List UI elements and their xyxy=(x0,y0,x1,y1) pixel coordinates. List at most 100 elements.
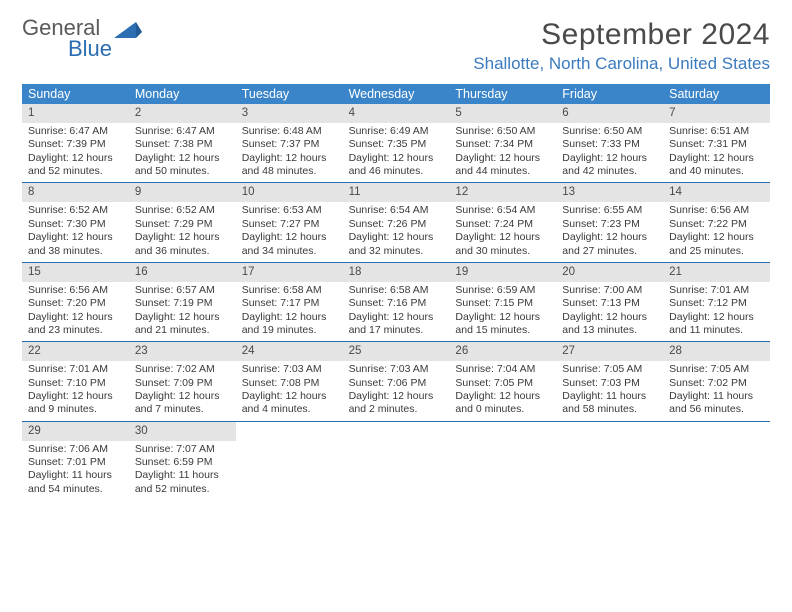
sunrise-line: Sunrise: 7:01 AM xyxy=(669,284,764,297)
day-number: 1 xyxy=(22,104,129,123)
day-body: Sunrise: 7:01 AMSunset: 7:12 PMDaylight:… xyxy=(663,282,770,342)
sunset-line: Sunset: 6:59 PM xyxy=(135,456,230,469)
daylight-line: Daylight: 11 hours and 52 minutes. xyxy=(135,469,230,496)
day-header-saturday: Saturday xyxy=(663,84,770,104)
daylight-line: Daylight: 12 hours and 13 minutes. xyxy=(562,311,657,338)
day-body: Sunrise: 7:03 AMSunset: 7:06 PMDaylight:… xyxy=(343,361,450,421)
sunrise-line: Sunrise: 6:57 AM xyxy=(135,284,230,297)
sunset-line: Sunset: 7:39 PM xyxy=(28,138,123,151)
day-number: 7 xyxy=(663,104,770,123)
sunrise-line: Sunrise: 6:51 AM xyxy=(669,125,764,138)
sunset-line: Sunset: 7:37 PM xyxy=(242,138,337,151)
sunset-line: Sunset: 7:23 PM xyxy=(562,218,657,231)
daylight-line: Daylight: 12 hours and 34 minutes. xyxy=(242,231,337,258)
sunrise-line: Sunrise: 6:49 AM xyxy=(349,125,444,138)
day-number: 19 xyxy=(449,263,556,282)
daylight-line: Daylight: 12 hours and 11 minutes. xyxy=(669,311,764,338)
sunset-line: Sunset: 7:24 PM xyxy=(455,218,550,231)
day-number: 21 xyxy=(663,263,770,282)
day-cell: 6Sunrise: 6:50 AMSunset: 7:33 PMDaylight… xyxy=(556,104,663,182)
day-body: Sunrise: 7:06 AMSunset: 7:01 PMDaylight:… xyxy=(22,441,129,501)
day-cell: 15Sunrise: 6:56 AMSunset: 7:20 PMDayligh… xyxy=(22,263,129,341)
sunrise-line: Sunrise: 6:52 AM xyxy=(28,204,123,217)
sunset-line: Sunset: 7:08 PM xyxy=(242,377,337,390)
day-body: Sunrise: 7:05 AMSunset: 7:03 PMDaylight:… xyxy=(556,361,663,421)
day-body: Sunrise: 6:58 AMSunset: 7:17 PMDaylight:… xyxy=(236,282,343,342)
sunset-line: Sunset: 7:31 PM xyxy=(669,138,764,151)
sunrise-line: Sunrise: 7:04 AM xyxy=(455,363,550,376)
day-body: Sunrise: 7:07 AMSunset: 6:59 PMDaylight:… xyxy=(129,441,236,501)
day-cell xyxy=(663,422,770,500)
sunset-line: Sunset: 7:20 PM xyxy=(28,297,123,310)
day-body: Sunrise: 6:50 AMSunset: 7:33 PMDaylight:… xyxy=(556,123,663,183)
day-body: Sunrise: 7:02 AMSunset: 7:09 PMDaylight:… xyxy=(129,361,236,421)
day-body: Sunrise: 7:01 AMSunset: 7:10 PMDaylight:… xyxy=(22,361,129,421)
day-body: Sunrise: 7:03 AMSunset: 7:08 PMDaylight:… xyxy=(236,361,343,421)
day-cell: 11Sunrise: 6:54 AMSunset: 7:26 PMDayligh… xyxy=(343,183,450,261)
day-body: Sunrise: 6:55 AMSunset: 7:23 PMDaylight:… xyxy=(556,202,663,262)
sunrise-line: Sunrise: 6:52 AM xyxy=(135,204,230,217)
day-cell: 5Sunrise: 6:50 AMSunset: 7:34 PMDaylight… xyxy=(449,104,556,182)
logo-triangle-icon xyxy=(114,20,142,42)
sunrise-line: Sunrise: 6:53 AM xyxy=(242,204,337,217)
sunrise-line: Sunrise: 7:01 AM xyxy=(28,363,123,376)
day-number: 4 xyxy=(343,104,450,123)
day-number: 13 xyxy=(556,183,663,202)
day-body: Sunrise: 6:48 AMSunset: 7:37 PMDaylight:… xyxy=(236,123,343,183)
day-body: Sunrise: 6:47 AMSunset: 7:38 PMDaylight:… xyxy=(129,123,236,183)
sunrise-line: Sunrise: 6:59 AM xyxy=(455,284,550,297)
day-body: Sunrise: 6:57 AMSunset: 7:19 PMDaylight:… xyxy=(129,282,236,342)
sunset-line: Sunset: 7:01 PM xyxy=(28,456,123,469)
day-body: Sunrise: 6:51 AMSunset: 7:31 PMDaylight:… xyxy=(663,123,770,183)
day-number: 24 xyxy=(236,342,343,361)
daylight-line: Daylight: 12 hours and 15 minutes. xyxy=(455,311,550,338)
daylight-line: Daylight: 12 hours and 21 minutes. xyxy=(135,311,230,338)
day-body: Sunrise: 6:50 AMSunset: 7:34 PMDaylight:… xyxy=(449,123,556,183)
day-number: 5 xyxy=(449,104,556,123)
day-cell: 14Sunrise: 6:56 AMSunset: 7:22 PMDayligh… xyxy=(663,183,770,261)
day-number: 9 xyxy=(129,183,236,202)
daylight-line: Daylight: 12 hours and 46 minutes. xyxy=(349,152,444,179)
daylight-line: Daylight: 11 hours and 54 minutes. xyxy=(28,469,123,496)
day-number: 11 xyxy=(343,183,450,202)
day-cell xyxy=(449,422,556,500)
daylight-line: Daylight: 12 hours and 50 minutes. xyxy=(135,152,230,179)
week-row: 1Sunrise: 6:47 AMSunset: 7:39 PMDaylight… xyxy=(22,104,770,183)
day-number: 23 xyxy=(129,342,236,361)
day-header-thursday: Thursday xyxy=(449,84,556,104)
sunrise-line: Sunrise: 7:03 AM xyxy=(242,363,337,376)
sunset-line: Sunset: 7:12 PM xyxy=(669,297,764,310)
daylight-line: Daylight: 12 hours and 42 minutes. xyxy=(562,152,657,179)
sunrise-line: Sunrise: 6:50 AM xyxy=(562,125,657,138)
day-number: 25 xyxy=(343,342,450,361)
day-number: 6 xyxy=(556,104,663,123)
day-body: Sunrise: 6:52 AMSunset: 7:30 PMDaylight:… xyxy=(22,202,129,262)
day-number: 3 xyxy=(236,104,343,123)
day-cell: 18Sunrise: 6:58 AMSunset: 7:16 PMDayligh… xyxy=(343,263,450,341)
day-body: Sunrise: 7:00 AMSunset: 7:13 PMDaylight:… xyxy=(556,282,663,342)
sunrise-line: Sunrise: 6:58 AM xyxy=(349,284,444,297)
sunset-line: Sunset: 7:19 PM xyxy=(135,297,230,310)
day-cell: 27Sunrise: 7:05 AMSunset: 7:03 PMDayligh… xyxy=(556,342,663,420)
sunrise-line: Sunrise: 7:05 AM xyxy=(669,363,764,376)
logo: General Blue xyxy=(22,18,142,60)
day-cell: 20Sunrise: 7:00 AMSunset: 7:13 PMDayligh… xyxy=(556,263,663,341)
day-cell: 10Sunrise: 6:53 AMSunset: 7:27 PMDayligh… xyxy=(236,183,343,261)
daylight-line: Daylight: 12 hours and 48 minutes. xyxy=(242,152,337,179)
day-body: Sunrise: 6:56 AMSunset: 7:20 PMDaylight:… xyxy=(22,282,129,342)
day-cell: 9Sunrise: 6:52 AMSunset: 7:29 PMDaylight… xyxy=(129,183,236,261)
day-cell: 16Sunrise: 6:57 AMSunset: 7:19 PMDayligh… xyxy=(129,263,236,341)
sunrise-line: Sunrise: 6:47 AM xyxy=(135,125,230,138)
day-cell: 21Sunrise: 7:01 AMSunset: 7:12 PMDayligh… xyxy=(663,263,770,341)
day-body: Sunrise: 6:59 AMSunset: 7:15 PMDaylight:… xyxy=(449,282,556,342)
daylight-line: Daylight: 12 hours and 4 minutes. xyxy=(242,390,337,417)
day-body: Sunrise: 6:52 AMSunset: 7:29 PMDaylight:… xyxy=(129,202,236,262)
day-number: 10 xyxy=(236,183,343,202)
daylight-line: Daylight: 12 hours and 52 minutes. xyxy=(28,152,123,179)
sunset-line: Sunset: 7:34 PM xyxy=(455,138,550,151)
day-body: Sunrise: 7:05 AMSunset: 7:02 PMDaylight:… xyxy=(663,361,770,421)
sunrise-line: Sunrise: 7:02 AM xyxy=(135,363,230,376)
sunset-line: Sunset: 7:13 PM xyxy=(562,297,657,310)
day-body: Sunrise: 7:04 AMSunset: 7:05 PMDaylight:… xyxy=(449,361,556,421)
week-row: 22Sunrise: 7:01 AMSunset: 7:10 PMDayligh… xyxy=(22,342,770,421)
